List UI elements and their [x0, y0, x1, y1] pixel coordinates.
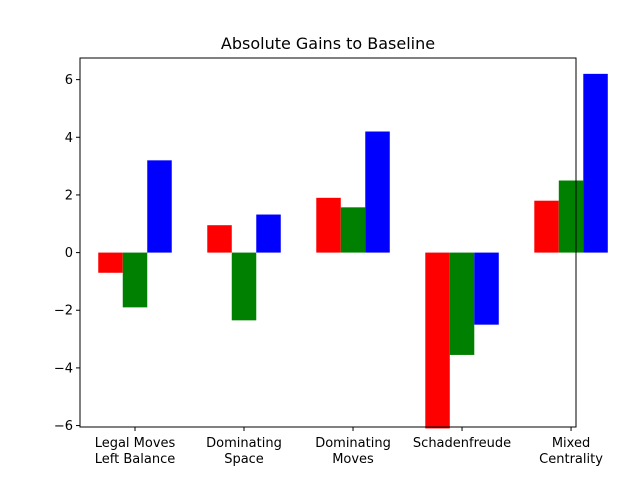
y-tick-label: 0	[65, 246, 73, 261]
y-tick-label: −2	[54, 304, 73, 319]
bar-s2-c3	[340, 207, 366, 253]
x-tick-label: Dominating Space	[206, 436, 282, 467]
y-tick-label: −4	[54, 361, 73, 376]
x-tick-label: Dominating Moves	[315, 436, 391, 467]
bar-s3-c3	[365, 131, 390, 253]
bar-s2-c4	[449, 252, 475, 355]
y-axis: −6 −4 −2 0 2 4 6	[54, 73, 80, 434]
bar-s3-c2	[256, 214, 281, 253]
bar-s2-c1	[122, 252, 148, 308]
bar-s3-c1	[147, 160, 172, 253]
bar-s3-c4	[474, 252, 499, 325]
chart-title: Absolute Gains to Baseline	[221, 34, 435, 53]
bar-s1-c4	[425, 252, 450, 429]
y-tick-label: 2	[65, 188, 73, 203]
bar-s1-c3	[316, 197, 341, 253]
bar-s2-c5	[558, 180, 584, 253]
bar-s1-c1	[98, 252, 123, 273]
x-axis: Legal Moves Left Balance Dominating Space Do…	[95, 427, 603, 467]
bar-s3-c5	[583, 73, 608, 253]
bar-s1-c5	[534, 200, 559, 253]
bar-s1-c2	[207, 225, 232, 253]
plot-frame	[79, 57, 577, 428]
x-tick-label: Legal Moves Left Balance	[95, 436, 176, 467]
bar-s2-c2	[231, 252, 257, 321]
bars-group	[98, 73, 608, 429]
x-tick-label: Mixed Centrality	[539, 436, 603, 467]
x-tick-label: Schadenfreude	[413, 436, 511, 451]
y-tick-label: 6	[65, 73, 73, 88]
y-tick-label: 4	[65, 131, 73, 146]
y-tick-label: −6	[54, 419, 73, 434]
